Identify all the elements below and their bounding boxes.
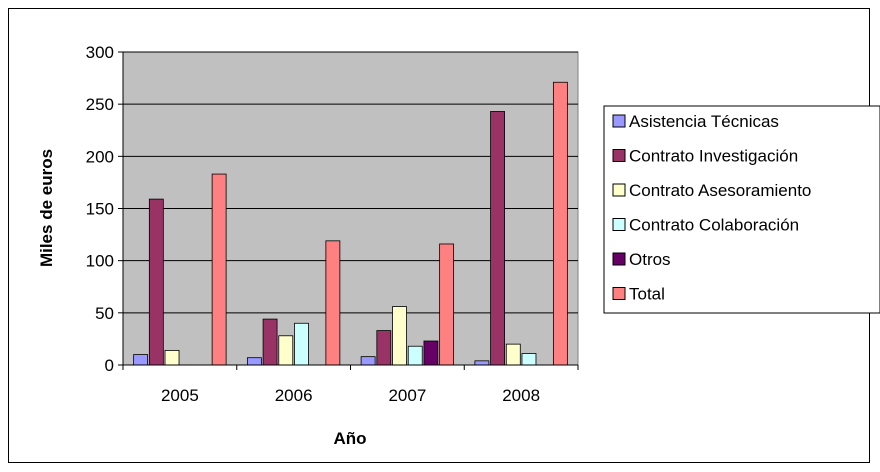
- legend-label: Asistencia Técnicas: [629, 112, 779, 131]
- bar-2006-asistencia-t-cnicas: [246, 357, 262, 366]
- x-tick-label: 2008: [502, 386, 540, 405]
- legend-swatch: [612, 287, 626, 300]
- bar-2005-asistencia-t-cnicas: [133, 354, 149, 366]
- bar-2008-contrato-investigaci-n: [490, 111, 505, 366]
- legend: Asistencia Técnicas Contrato Investigació…: [603, 105, 880, 314]
- y-tick-label: 50: [95, 304, 114, 323]
- bar-2006-contrato-investigaci-n: [262, 318, 278, 366]
- legend-swatch: [612, 218, 626, 231]
- legend-label: Contrato Asesoramiento: [629, 181, 811, 200]
- y-axis-title: Miles de euros: [37, 149, 56, 267]
- y-tick-label: 0: [105, 356, 114, 375]
- bar-2007-asistencia-t-cnicas: [360, 356, 376, 366]
- bar-2007-total: [439, 243, 455, 366]
- x-tick-label: 2005: [161, 386, 199, 405]
- bar-2006-contrato-asesoramiento: [278, 335, 294, 366]
- legend-swatch: [612, 114, 626, 128]
- bar-2008-contrato-colaboraci-n: [521, 353, 537, 366]
- bar-2006-contrato-colaboraci-n: [294, 322, 309, 366]
- x-axis-title: Año: [333, 429, 366, 448]
- bar-2006-total: [325, 240, 341, 366]
- axes: 0 50 100 150 200 250 300 2005 2006 2007 2008: [86, 43, 579, 405]
- legend-swatch: [612, 252, 626, 266]
- x-tick-label: 2006: [275, 386, 313, 405]
- legend-box: [603, 105, 880, 314]
- legend-label: Contrato Investigación: [629, 147, 798, 166]
- bar-2005-total: [211, 173, 227, 366]
- legend-swatch: [612, 183, 626, 197]
- bar-2008-asistencia-t-cnicas: [474, 360, 490, 366]
- bar-2005-contrato-asesoramiento: [164, 349, 180, 366]
- y-tick-label: 100: [86, 252, 114, 271]
- bar-2007-contrato-investigaci-n: [376, 330, 392, 366]
- legend-swatch: [612, 149, 626, 162]
- legend-label: Contrato Colaboración: [629, 216, 799, 235]
- legend-label: Otros: [629, 250, 671, 269]
- x-tick-label: 2007: [388, 386, 426, 405]
- legend-label: Total: [629, 285, 665, 304]
- bar-2008-total: [552, 81, 568, 366]
- bar-2008-contrato-asesoramiento: [505, 343, 521, 366]
- y-tick-label: 300: [86, 43, 114, 62]
- y-tick-label: 150: [86, 200, 114, 219]
- y-tick-label: 200: [86, 147, 114, 166]
- y-tick-label: 250: [86, 95, 114, 114]
- bar-2005-contrato-investigaci-n: [148, 198, 164, 366]
- bar-2007-contrato-asesoramiento: [392, 306, 407, 366]
- bar-2007-otros: [423, 340, 439, 366]
- bar-2007-contrato-colaboraci-n: [407, 345, 423, 366]
